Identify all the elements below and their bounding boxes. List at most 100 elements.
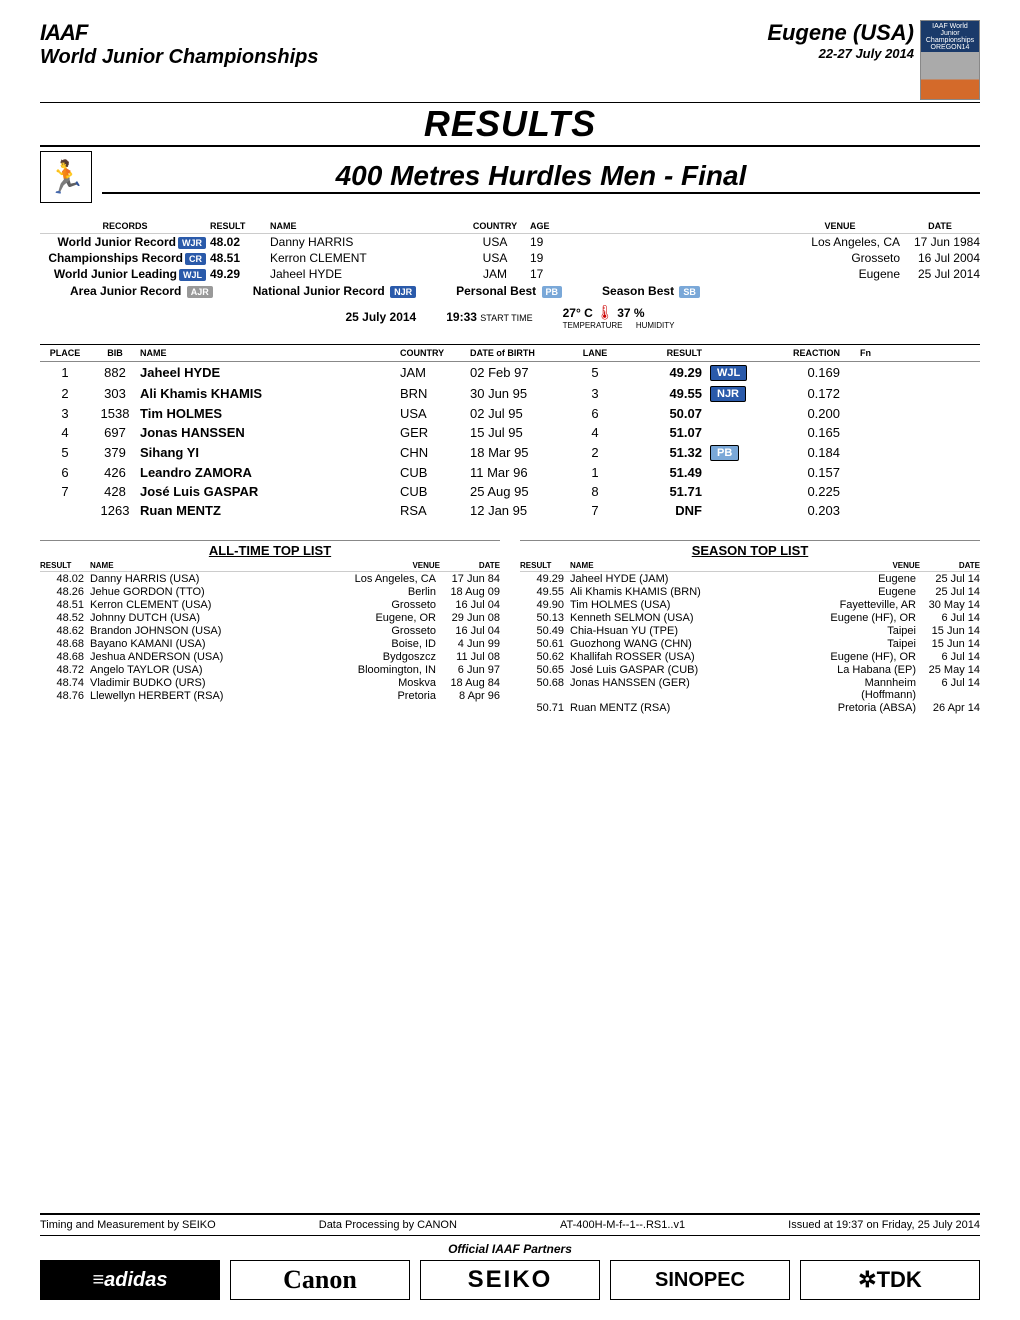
humidity-label: HUMIDITY <box>636 321 675 330</box>
list-date: 25 May 14 <box>920 664 980 676</box>
njr-label: National Junior Record <box>253 284 385 298</box>
list-row: 48.76 Llewellyn HERBERT (RSA) Pretoria 8… <box>40 689 500 702</box>
list-venue: Grosseto <box>330 625 440 637</box>
footer-code: AT-400H-M-f--1--.RS1..v1 <box>560 1219 685 1231</box>
temp-label: TEMPERATURE <box>563 321 623 330</box>
s-h-date: DATE <box>920 561 980 570</box>
dates: 22-27 July 2014 <box>767 46 914 61</box>
page: IAAF World Junior Championships Eugene (… <box>0 0 1020 1320</box>
season-header: RESULT NAME VENUE DATE <box>520 560 980 572</box>
njr-badge: NJR <box>390 286 416 298</box>
cell-bib: 426 <box>90 465 140 480</box>
cell-country: GER <box>400 425 470 440</box>
cell-reaction: 0.169 <box>780 365 860 380</box>
list-venue: La Habana (EP) <box>810 664 920 676</box>
record-result: 49.29 <box>210 267 270 281</box>
result-row: 5 379 Sihang YI CHN 18 Mar 95 2 51.32 PB… <box>40 442 980 463</box>
cell-result: DNF <box>620 503 710 518</box>
col-name: NAME <box>270 221 460 231</box>
cell-reaction: 0.172 <box>780 386 860 401</box>
results-table-header: PLACE BIB NAME COUNTRY DATE of BIRTH LAN… <box>40 344 980 362</box>
list-name: Ruan MENTZ (RSA) <box>570 702 810 714</box>
list-venue: Fayetteville, AR <box>810 599 920 611</box>
cell-name: Jonas HANSSEN <box>140 425 400 440</box>
page-header: IAAF World Junior Championships Eugene (… <box>40 20 980 100</box>
cell-lane: 5 <box>570 365 620 380</box>
cell-name: Jaheel HYDE <box>140 365 400 380</box>
list-result: 48.62 <box>40 625 90 637</box>
cell-place: 6 <box>40 465 90 480</box>
cell-country: BRN <box>400 386 470 401</box>
cell-dob: 18 Mar 95 <box>470 445 570 460</box>
cell-dob: 02 Jul 95 <box>470 406 570 421</box>
season-title: SEASON TOP LIST <box>520 540 980 560</box>
event-title: 400 Metres Hurdles Men - Final <box>102 160 980 192</box>
championship-title: World Junior Championships <box>40 46 319 69</box>
list-date: 29 Jun 08 <box>440 612 500 624</box>
record-age: 17 <box>530 267 570 281</box>
list-venue: Taipei <box>810 638 920 650</box>
top-lists: ALL-TIME TOP LIST RESULT NAME VENUE DATE… <box>40 540 980 714</box>
list-venue: Pretoria <box>330 690 440 702</box>
cell-place: 5 <box>40 445 90 460</box>
list-result: 48.68 <box>40 638 90 650</box>
list-name: Kerron CLEMENT (USA) <box>90 599 330 611</box>
cell-result: 50.07 <box>620 406 710 421</box>
cell-result: 49.55 <box>620 386 710 401</box>
start-time-label: START TIME <box>480 313 532 323</box>
pb-label: Personal Best <box>456 284 536 298</box>
list-name: Khallifah ROSSER (USA) <box>570 651 810 663</box>
th-country: COUNTRY <box>400 348 470 358</box>
s-h-result: RESULT <box>520 561 570 570</box>
col-age: AGE <box>530 221 570 231</box>
cell-dob: 30 Jun 95 <box>470 386 570 401</box>
list-result: 50.68 <box>520 677 570 701</box>
list-result: 49.29 <box>520 573 570 585</box>
conditions-row: 25 July 2014 19:33 START TIME 27° C 🌡 37… <box>40 304 980 330</box>
list-result: 50.61 <box>520 638 570 650</box>
location-block: Eugene (USA) 22-27 July 2014 <box>767 20 914 61</box>
results-title: RESULTS <box>40 103 980 145</box>
alltime-title: ALL-TIME TOP LIST <box>40 540 500 560</box>
list-result: 49.90 <box>520 599 570 611</box>
th-reaction: REACTION <box>780 348 860 358</box>
list-date: 25 Jul 14 <box>920 586 980 598</box>
list-row: 50.65 José Luis GASPAR (CUB) La Habana (… <box>520 663 980 676</box>
list-row: 48.26 Jehue GORDON (TTO) Berlin 18 Aug 0… <box>40 585 500 598</box>
list-date: 25 Jul 14 <box>920 573 980 585</box>
results-bar: RESULTS <box>40 102 980 147</box>
partner-adidas: ≡adidas <box>40 1260 220 1300</box>
sb-label: Season Best <box>602 284 674 298</box>
list-row: 50.49 Chia-Hsuan YU (TPE) Taipei 15 Jun … <box>520 624 980 637</box>
list-name: Brandon JOHNSON (USA) <box>90 625 330 637</box>
sb-badge: SB <box>679 286 700 298</box>
partners-label: Official IAAF Partners <box>40 1242 980 1256</box>
cell-name: José Luis GASPAR <box>140 484 400 499</box>
list-row: 48.68 Jeshua ANDERSON (USA) Bydgoszcz 11… <box>40 650 500 663</box>
result-row: 6 426 Leandro ZAMORA CUB 11 Mar 96 1 51.… <box>40 463 980 482</box>
th-name: NAME <box>140 348 400 358</box>
list-venue: Pretoria (ABSA) <box>810 702 920 714</box>
cell-name: Ali Khamis KHAMIS <box>140 386 400 401</box>
iaaf-logo: IAAF <box>40 20 319 46</box>
list-venue: Eugene <box>810 573 920 585</box>
list-result: 48.72 <box>40 664 90 676</box>
col-venue: VENUE <box>780 221 900 231</box>
list-venue: Mannheim (Hoffmann) <box>810 677 920 701</box>
header-right: Eugene (USA) 22-27 July 2014 IAAF World … <box>767 20 980 100</box>
record-result: 48.02 <box>210 235 270 249</box>
list-result: 50.71 <box>520 702 570 714</box>
record-date: 25 Jul 2014 <box>900 267 980 281</box>
record-result: 48.51 <box>210 251 270 265</box>
list-row: 50.13 Kenneth SELMON (USA) Eugene (HF), … <box>520 611 980 624</box>
list-name: Johnny DUTCH (USA) <box>90 612 330 624</box>
list-name: Danny HARRIS (USA) <box>90 573 330 585</box>
list-venue: Bloomington, IN <box>330 664 440 676</box>
list-result: 50.13 <box>520 612 570 624</box>
records-section: RECORDS RESULT NAME COUNTRY AGE VENUE DA… <box>40 219 980 330</box>
list-venue: Los Angeles, CA <box>330 573 440 585</box>
at-h-name: NAME <box>90 561 330 570</box>
list-row: 49.90 Tim HOLMES (USA) Fayetteville, AR … <box>520 598 980 611</box>
cell-result: 51.49 <box>620 465 710 480</box>
list-name: Jonas HANSSEN (GER) <box>570 677 810 701</box>
